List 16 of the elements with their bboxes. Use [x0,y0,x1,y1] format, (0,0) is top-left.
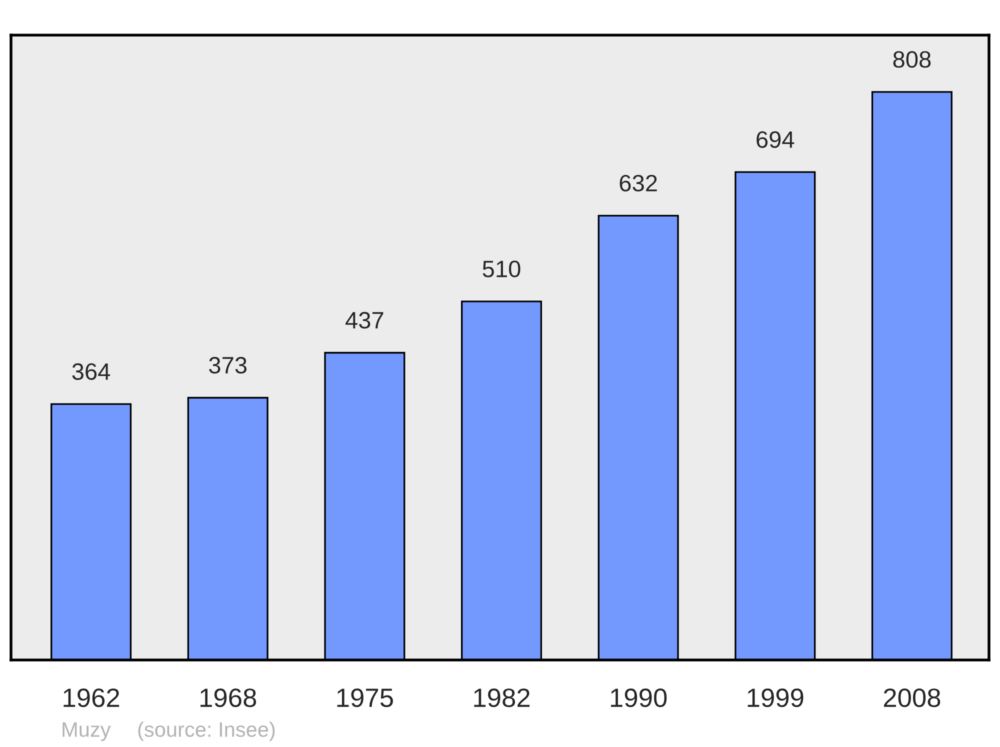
x-tick-label: 1982 [474,688,530,708]
data-label: 632 [620,174,657,192]
x-tick-label: 1990 [610,688,667,708]
x-tick-label: 1968 [200,688,256,708]
x-tick-label: 1975 [337,688,393,708]
text: (source: Insee) [138,722,275,742]
data-label: 808 [893,51,931,68]
data-label: 510 [482,260,520,278]
data-label: 364 [72,363,110,380]
x-tick-label: 2008 [884,688,940,708]
data-label: 437 [346,312,384,329]
text: Muzy [62,722,111,742]
data-label: 694 [756,131,794,148]
x-tick-label: 1962 [64,688,120,708]
x-tick-label: 1999 [748,688,804,708]
data-label: 373 [209,356,247,374]
